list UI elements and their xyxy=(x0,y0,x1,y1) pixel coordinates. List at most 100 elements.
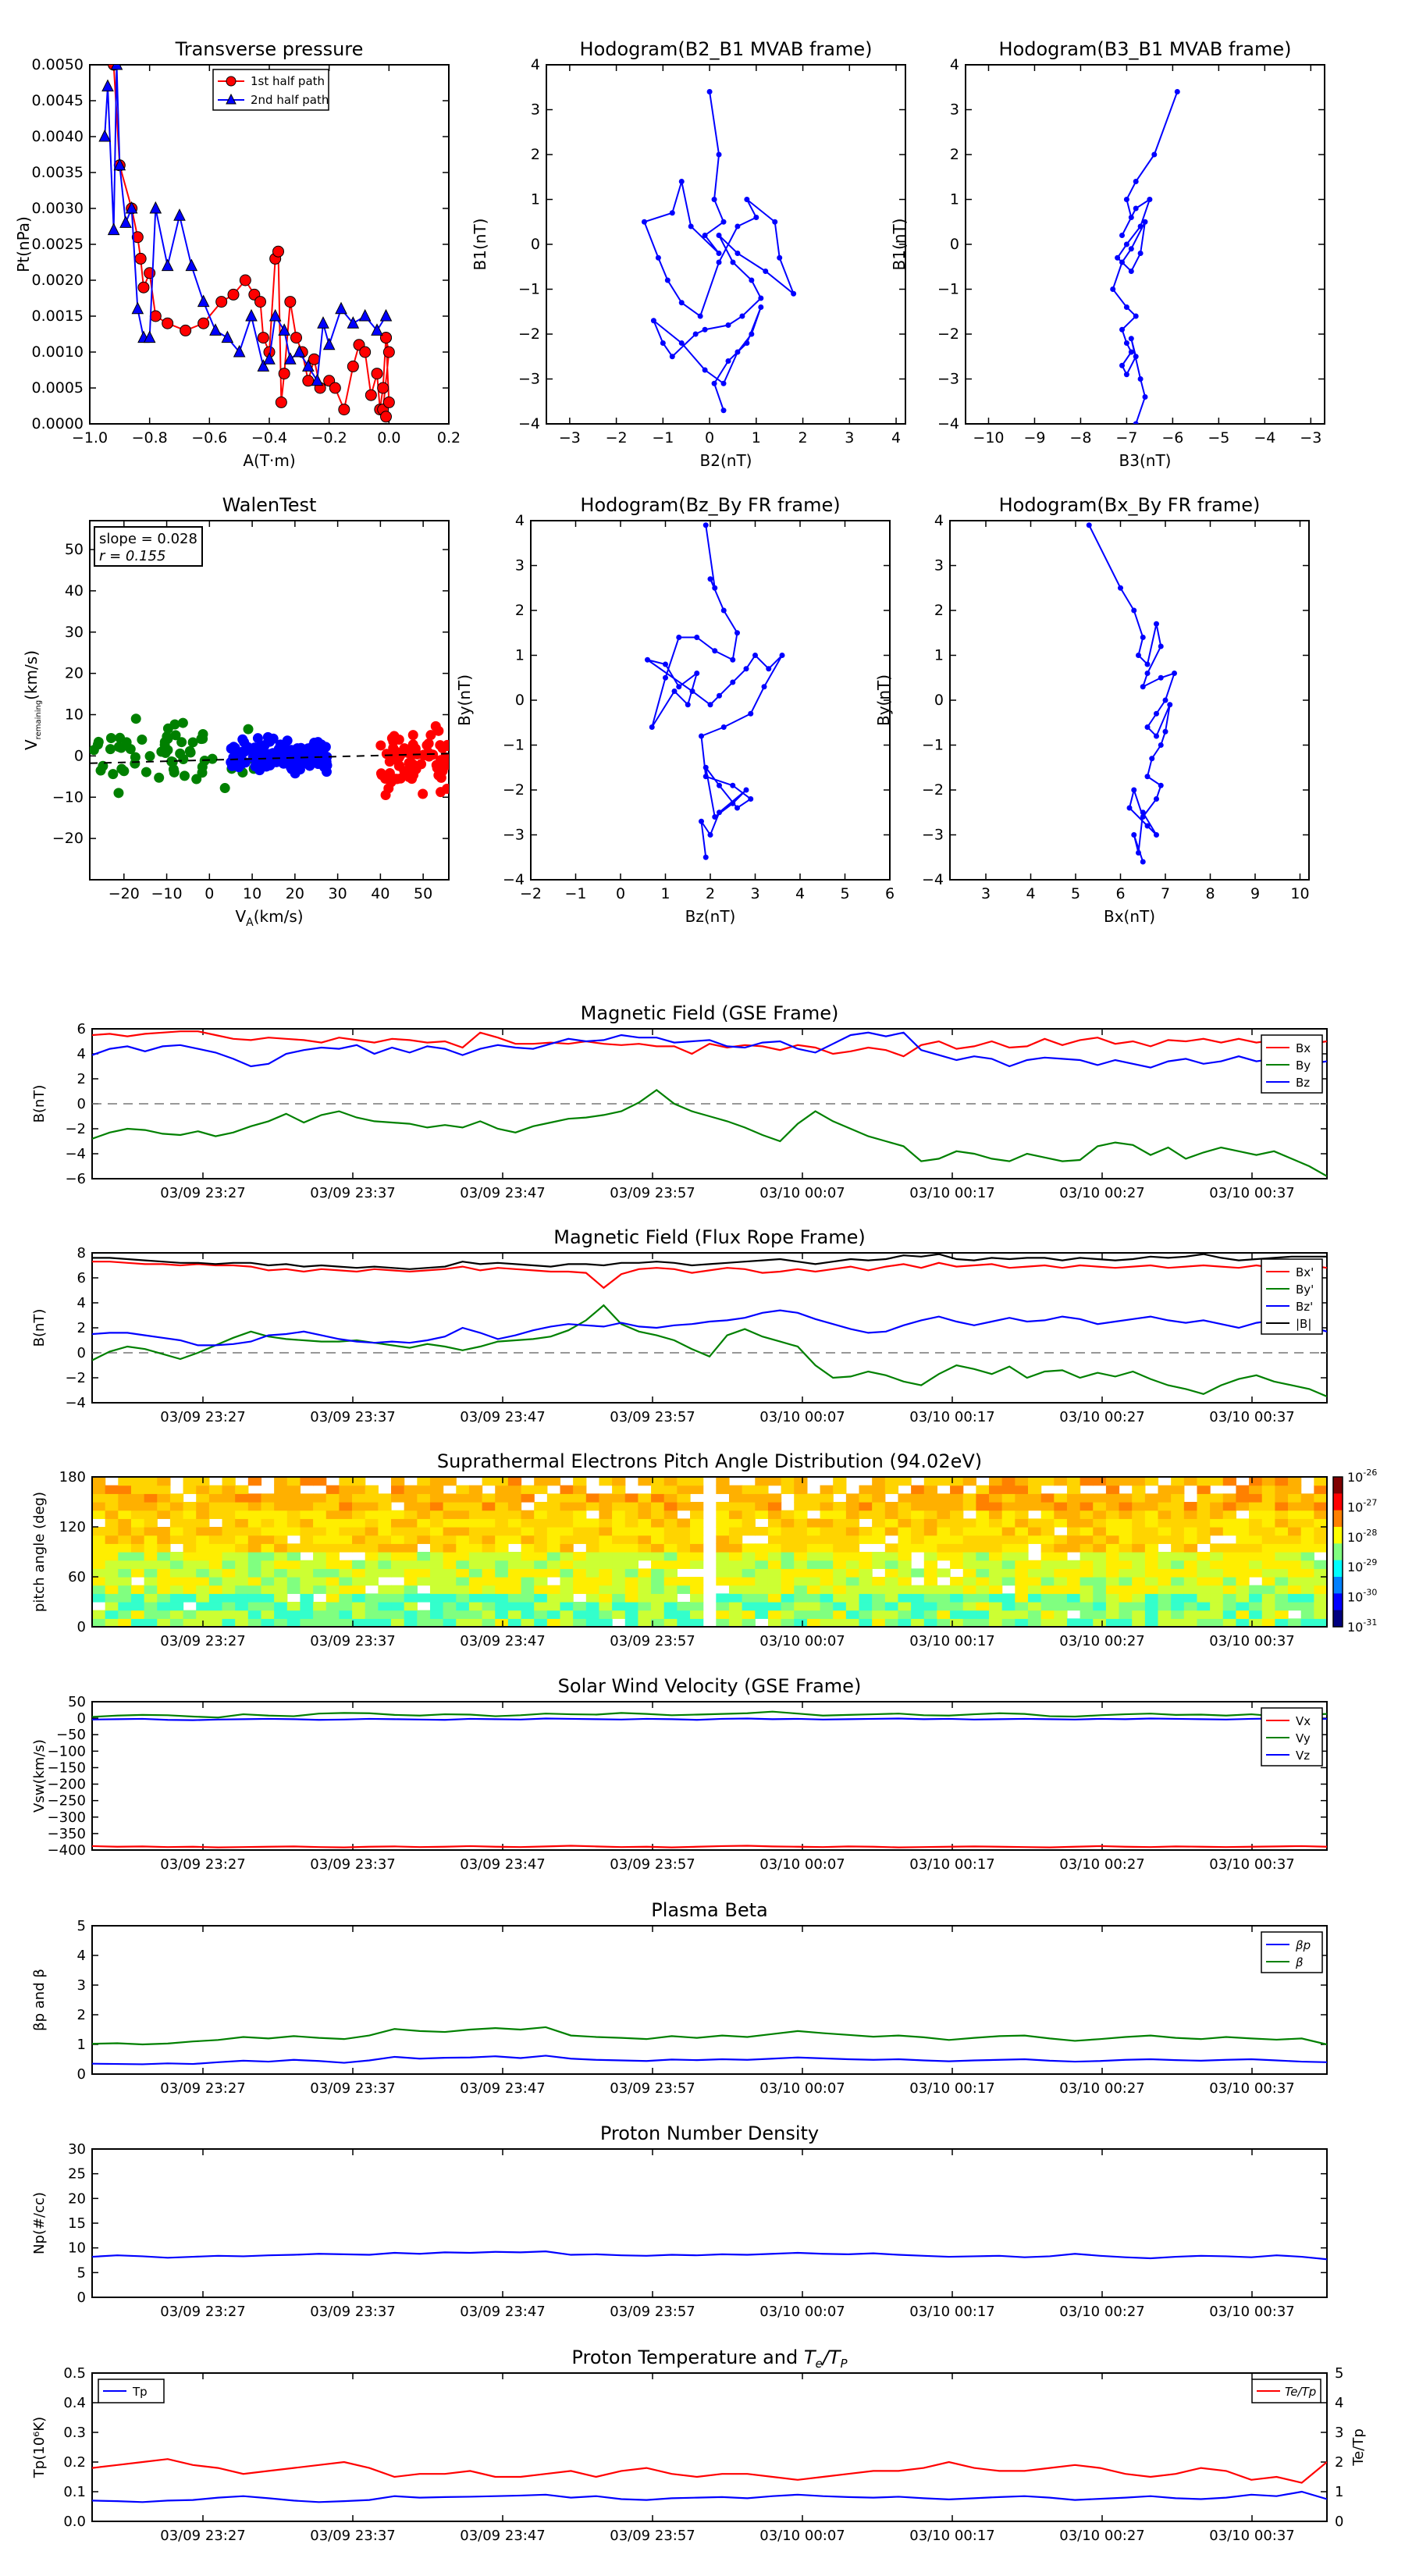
pad-cell xyxy=(1093,1552,1107,1561)
h3-ytick-label: −4 xyxy=(503,871,525,888)
pad-cell xyxy=(286,1585,301,1594)
wt-point-green xyxy=(175,748,186,759)
pad-cell xyxy=(1288,1527,1302,1536)
pad-cell xyxy=(261,1518,275,1528)
pt-triangle-point xyxy=(302,359,315,372)
pad-cell xyxy=(144,1577,158,1586)
tp-right-tick-label: 1 xyxy=(1335,2484,1343,2500)
wt-point-green xyxy=(187,737,198,748)
pad-cell xyxy=(1105,1518,1120,1528)
h4-point xyxy=(1140,684,1146,690)
pad-cell xyxy=(157,1493,171,1503)
pad-cell xyxy=(157,1602,171,1611)
h2-point xyxy=(1133,179,1139,184)
vsw-time-tick-label: 03/09 23:37 xyxy=(310,1856,395,1873)
h1-point xyxy=(650,318,656,324)
pad-cell xyxy=(1015,1593,1029,1603)
pad-cell xyxy=(1171,1527,1185,1536)
h1-point xyxy=(735,223,741,229)
pad-cell xyxy=(235,1618,249,1627)
pad-cell xyxy=(144,1510,158,1519)
pad-cell xyxy=(976,1552,990,1561)
pad-colorbar-tick-label: 10-29 xyxy=(1347,1557,1377,1574)
h4-ytick-label: 0 xyxy=(934,692,944,709)
pad-cell xyxy=(1066,1543,1081,1553)
pad-cell xyxy=(872,1593,886,1603)
pad-cell xyxy=(833,1477,847,1486)
pad-cell xyxy=(1093,1477,1107,1486)
pad-cell xyxy=(585,1552,600,1561)
pad-cell xyxy=(1093,1577,1107,1586)
pad-cell xyxy=(898,1502,912,1511)
pad-ytick-label: 60 xyxy=(68,1569,86,1585)
pad-cell xyxy=(1132,1552,1146,1561)
pt-ytick-label: 0.0020 xyxy=(32,272,84,289)
pad-cell xyxy=(781,1485,795,1494)
pad-cell xyxy=(417,1510,431,1519)
h3-point xyxy=(766,666,772,672)
h4-point xyxy=(1162,697,1168,703)
pad-cell xyxy=(663,1527,678,1536)
pad-cell xyxy=(1183,1610,1198,1619)
pad-cell xyxy=(1027,1568,1042,1578)
pt-triangle-point xyxy=(335,301,347,315)
pad-cell xyxy=(391,1585,405,1594)
pad-cell xyxy=(130,1510,145,1519)
pad-cell xyxy=(1001,1593,1016,1603)
pt-triangle-point xyxy=(98,129,111,142)
pad-cell xyxy=(157,1543,171,1553)
pad-cell xyxy=(417,1552,431,1561)
pad-cell xyxy=(404,1485,418,1494)
pad-cell xyxy=(767,1602,782,1611)
bgse-legend-label: By xyxy=(1296,1059,1311,1073)
pad-cell xyxy=(1261,1527,1275,1536)
pt-triangle-point xyxy=(263,352,276,365)
tp-time-tick-label: 03/09 23:47 xyxy=(460,2528,545,2544)
pad-cell xyxy=(794,1602,808,1611)
pad-cell xyxy=(546,1527,561,1536)
pad-colorbar-tick-label: 10-31 xyxy=(1347,1617,1377,1635)
h3-point xyxy=(676,635,682,640)
pad-cell xyxy=(468,1560,483,1569)
pad-cell xyxy=(989,1577,1003,1586)
pad-cell xyxy=(286,1618,301,1627)
pad-cell xyxy=(378,1502,392,1511)
pad-cell xyxy=(767,1477,782,1486)
pad-cell xyxy=(1197,1477,1211,1486)
pad-cell xyxy=(521,1610,535,1619)
pad-cell xyxy=(1093,1535,1107,1544)
pad-cell xyxy=(118,1510,132,1519)
pad-cell xyxy=(1261,1602,1275,1611)
pad-cell xyxy=(482,1543,496,1553)
wt-ytick-label: 30 xyxy=(65,624,84,641)
pad-cell xyxy=(468,1510,483,1519)
pad-cell xyxy=(1119,1618,1133,1627)
pad-cell xyxy=(989,1560,1003,1569)
pad-cell xyxy=(872,1552,886,1561)
pad-cell xyxy=(183,1543,197,1553)
pad-cell xyxy=(950,1585,964,1594)
pad-cell xyxy=(663,1518,678,1528)
pad-cell xyxy=(534,1485,548,1494)
pad-cell xyxy=(429,1502,444,1511)
pad-cell xyxy=(1001,1510,1016,1519)
pad-cell xyxy=(1222,1518,1237,1528)
pad-cell xyxy=(118,1577,132,1586)
h1-ytick-label: 4 xyxy=(531,56,540,73)
pad-cell xyxy=(534,1577,548,1586)
pad-cell xyxy=(261,1493,275,1503)
pad-cell xyxy=(962,1543,976,1553)
pad-cell xyxy=(1171,1610,1185,1619)
bgse-ylabel: B(nT) xyxy=(31,1085,48,1123)
wt-point-green xyxy=(116,742,126,753)
pad-cell xyxy=(1001,1568,1016,1578)
pad-cell xyxy=(482,1560,496,1569)
pad-cell xyxy=(144,1610,158,1619)
wt-point-green xyxy=(144,751,155,762)
pad-cell xyxy=(950,1552,964,1561)
vsw-series-Vy xyxy=(92,1710,1327,1719)
pad-cell xyxy=(767,1527,782,1536)
pad-cell xyxy=(884,1485,899,1494)
pad-cell xyxy=(169,1535,184,1544)
pad-cell xyxy=(261,1510,275,1519)
